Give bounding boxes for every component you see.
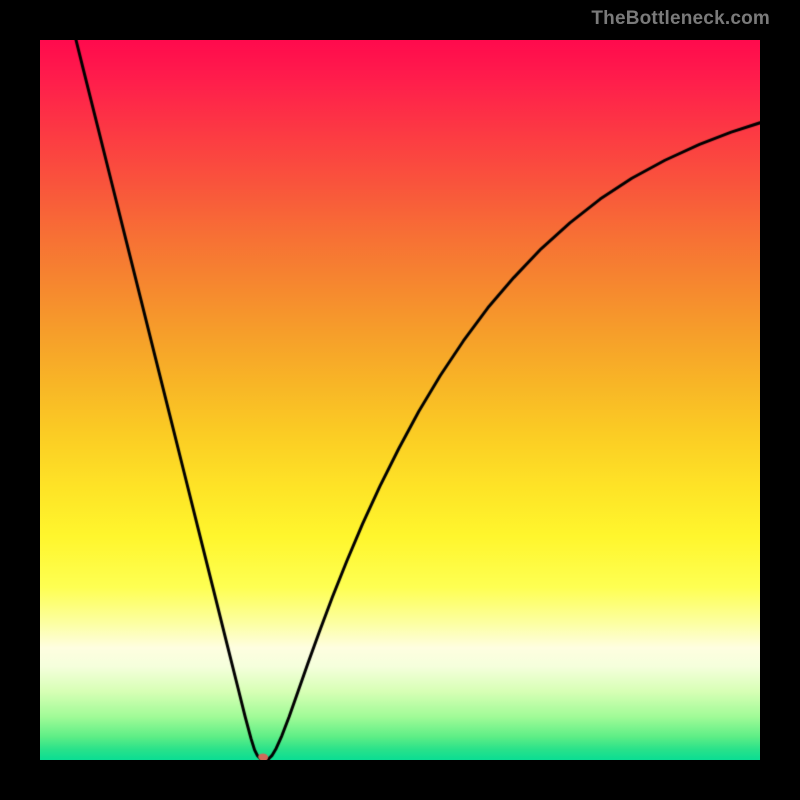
- bottleneck-curve-canvas: [40, 40, 760, 760]
- watermark-text: TheBottleneck.com: [591, 8, 770, 30]
